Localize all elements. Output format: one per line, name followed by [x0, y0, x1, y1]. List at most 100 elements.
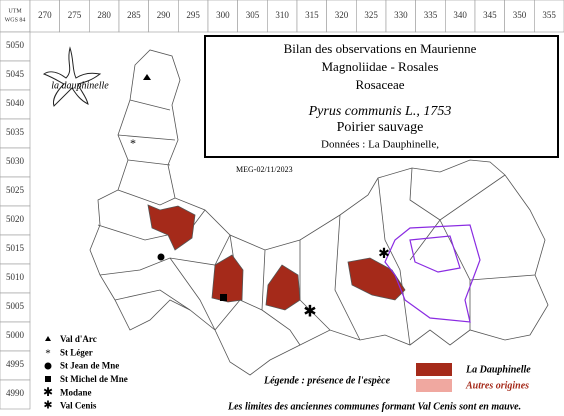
symbol-val-darc: [143, 74, 151, 80]
grid-cell: [0, 147, 31, 178]
y-grid-label: 5030: [6, 156, 25, 166]
y-grid-label: 4995: [6, 359, 25, 369]
common-name: Poirier sauvage: [337, 120, 424, 135]
x-grid-label: 300: [216, 10, 230, 20]
grid-cell: [0, 263, 31, 294]
grid-cell: [237, 0, 268, 33]
symbol-st-leger: *: [130, 136, 136, 150]
species: Pyrus communis L., 1753: [308, 104, 452, 119]
x-grid-label: 280: [97, 10, 111, 20]
x-grid-label: 270: [38, 10, 52, 20]
grid-cell: [0, 176, 31, 207]
grid-cell: [0, 350, 31, 381]
grid-cell: [0, 60, 31, 91]
x-grid-label: 340: [453, 10, 467, 20]
grid-cell: [534, 0, 564, 33]
y-grid-label: 5035: [6, 127, 25, 137]
occupied-communes: [147, 204, 406, 311]
legend-title: Légende : présence de l'espèce: [263, 375, 391, 386]
place-label: Val d'Arc: [60, 334, 97, 344]
y-grid-label: 5045: [6, 69, 25, 79]
legend-symbol: [44, 362, 52, 370]
y-grid-label: 5015: [6, 243, 25, 253]
place-labels: Val d'Arc St Léger St Jean de Mne St Michel…: [60, 334, 128, 411]
symbol-st-jean: [157, 253, 165, 261]
legend-swatch: [416, 379, 452, 392]
title-box: [204, 35, 559, 158]
grid-cell: [385, 0, 416, 33]
y-grid-label: 5040: [6, 98, 25, 108]
y-grid-label: 4990: [6, 388, 25, 398]
grid-cell: [178, 0, 209, 33]
date-stamp: MEG-02/11/2023: [236, 165, 293, 174]
commune-fill: [265, 264, 301, 311]
legend-symbol: [45, 376, 51, 382]
grid-cell: [326, 0, 357, 33]
grid-cell: [267, 0, 298, 33]
grid-cell: [0, 205, 31, 236]
x-grid-label: 315: [305, 10, 319, 20]
symbol-val-cenis: ✱: [378, 247, 390, 262]
corner-cell: [0, 0, 31, 33]
x-grid-label: 310: [275, 10, 289, 20]
x-grid-label: 350: [513, 10, 527, 20]
place-label: St Jean de Mne: [60, 361, 119, 371]
grid-cell: [0, 234, 31, 265]
legend-symbol: ✱: [43, 400, 52, 412]
legend-symbol: ✱: [43, 385, 53, 399]
grid-cell: [474, 0, 505, 33]
legend-swatch: [416, 363, 452, 376]
y-grid-label: 5010: [6, 272, 25, 282]
grid-system: UTM: [8, 8, 22, 14]
commune-fill: [147, 204, 196, 251]
legend-label: Autres origines: [465, 380, 529, 391]
grid-cell: [296, 0, 327, 33]
legend-symbol: *: [45, 348, 51, 360]
x-grid-label: 335: [424, 10, 438, 20]
x-grid-label: 305: [246, 10, 260, 20]
grid-cell: [415, 0, 446, 33]
place-label: St Michel de Mne: [60, 374, 128, 384]
legend: La Dauphinelle Autres origines: [416, 363, 531, 392]
classification: Magnoliidae - Rosales: [322, 59, 439, 74]
symbol-modane: ✱: [303, 304, 316, 321]
place-label: St Léger: [60, 347, 93, 357]
grid-cell: [207, 0, 238, 33]
place-legend: * ✱ ✱: [43, 336, 53, 412]
grid-cell: [356, 0, 387, 33]
grid-cell: [59, 0, 90, 33]
legend-label: La Dauphinelle: [465, 364, 531, 375]
outline: [89, 49, 549, 376]
y-grid-label: 5025: [6, 185, 25, 195]
logo-flower: [42, 46, 102, 107]
x-grid-label: 295: [186, 10, 200, 20]
footnote: Les limites des anciennes communes forma…: [227, 401, 521, 412]
grid-cell: [0, 379, 31, 410]
source: Données : La Dauphinelle,: [321, 139, 439, 151]
x-grid-label: 290: [157, 10, 171, 20]
place-label: Modane: [60, 387, 92, 397]
x-grid-label: 275: [68, 10, 82, 20]
y-grid-label: 5000: [6, 330, 25, 340]
y-grid-label: 5050: [6, 40, 25, 50]
family: Rosaceae: [355, 77, 404, 92]
x-grid-label: 325: [364, 10, 378, 20]
place-label: Val Cenis: [60, 401, 97, 411]
grid-cell: [0, 321, 31, 352]
grid-cell: [148, 0, 179, 33]
y-grid-label: 5020: [6, 214, 25, 224]
x-grid-label: 285: [127, 10, 141, 20]
x-grid-label: 355: [542, 10, 556, 20]
x-grid-label: 320: [335, 10, 349, 20]
x-grid-label: 345: [483, 10, 497, 20]
grid-cell: [118, 0, 149, 33]
x-grid-label: 330: [394, 10, 408, 20]
y-grid-label: 5005: [6, 301, 25, 311]
legend-symbol: [45, 336, 51, 341]
commune-fill: [347, 257, 406, 301]
datum: WGS 84: [5, 17, 26, 23]
val-cenis-limits: [384, 224, 481, 323]
